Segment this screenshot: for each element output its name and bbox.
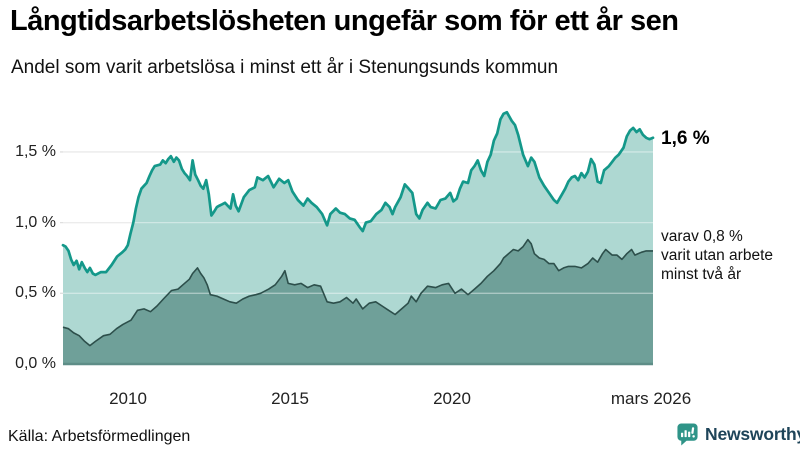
y-axis-tick-2: 1,0 % <box>15 214 56 231</box>
y-axis-tick-3: 1,5 % <box>15 143 56 160</box>
chart-subtitle: Andel som varit arbetslösa i minst ett å… <box>11 57 559 78</box>
x-axis-tick-2015: 2015 <box>271 389 309 408</box>
y-axis-tick-1: 0,5 % <box>15 284 56 301</box>
source-credit: Källa: Arbetsförmedlingen <box>8 428 191 445</box>
subset-annotation-line2: varit utan arbete <box>661 247 774 264</box>
x-axis-tick-2010: 2010 <box>109 389 147 408</box>
x-axis-tick-mars-2026: mars 2026 <box>610 389 692 408</box>
x-axis-tick-2020: 2020 <box>433 389 471 408</box>
speech-bubble-bar-chart-icon <box>677 422 698 446</box>
subset-annotation-line1: varav 0,8 % <box>661 228 743 245</box>
subset-annotation: varav 0,8 % varit utan arbete minst två … <box>661 227 773 284</box>
newsworthy-logo[interactable]: Newsworthy <box>676 421 800 447</box>
y-axis-tick-0: 0,0 % <box>15 355 56 372</box>
page-title: Långtidsarbetslösheten ungefär som för e… <box>10 5 679 37</box>
latest-value-label: 1,6 % <box>661 128 710 149</box>
subset-annotation-line3: minst två år <box>661 266 742 283</box>
newsworthy-wordmark: Newsworthy <box>705 423 800 444</box>
